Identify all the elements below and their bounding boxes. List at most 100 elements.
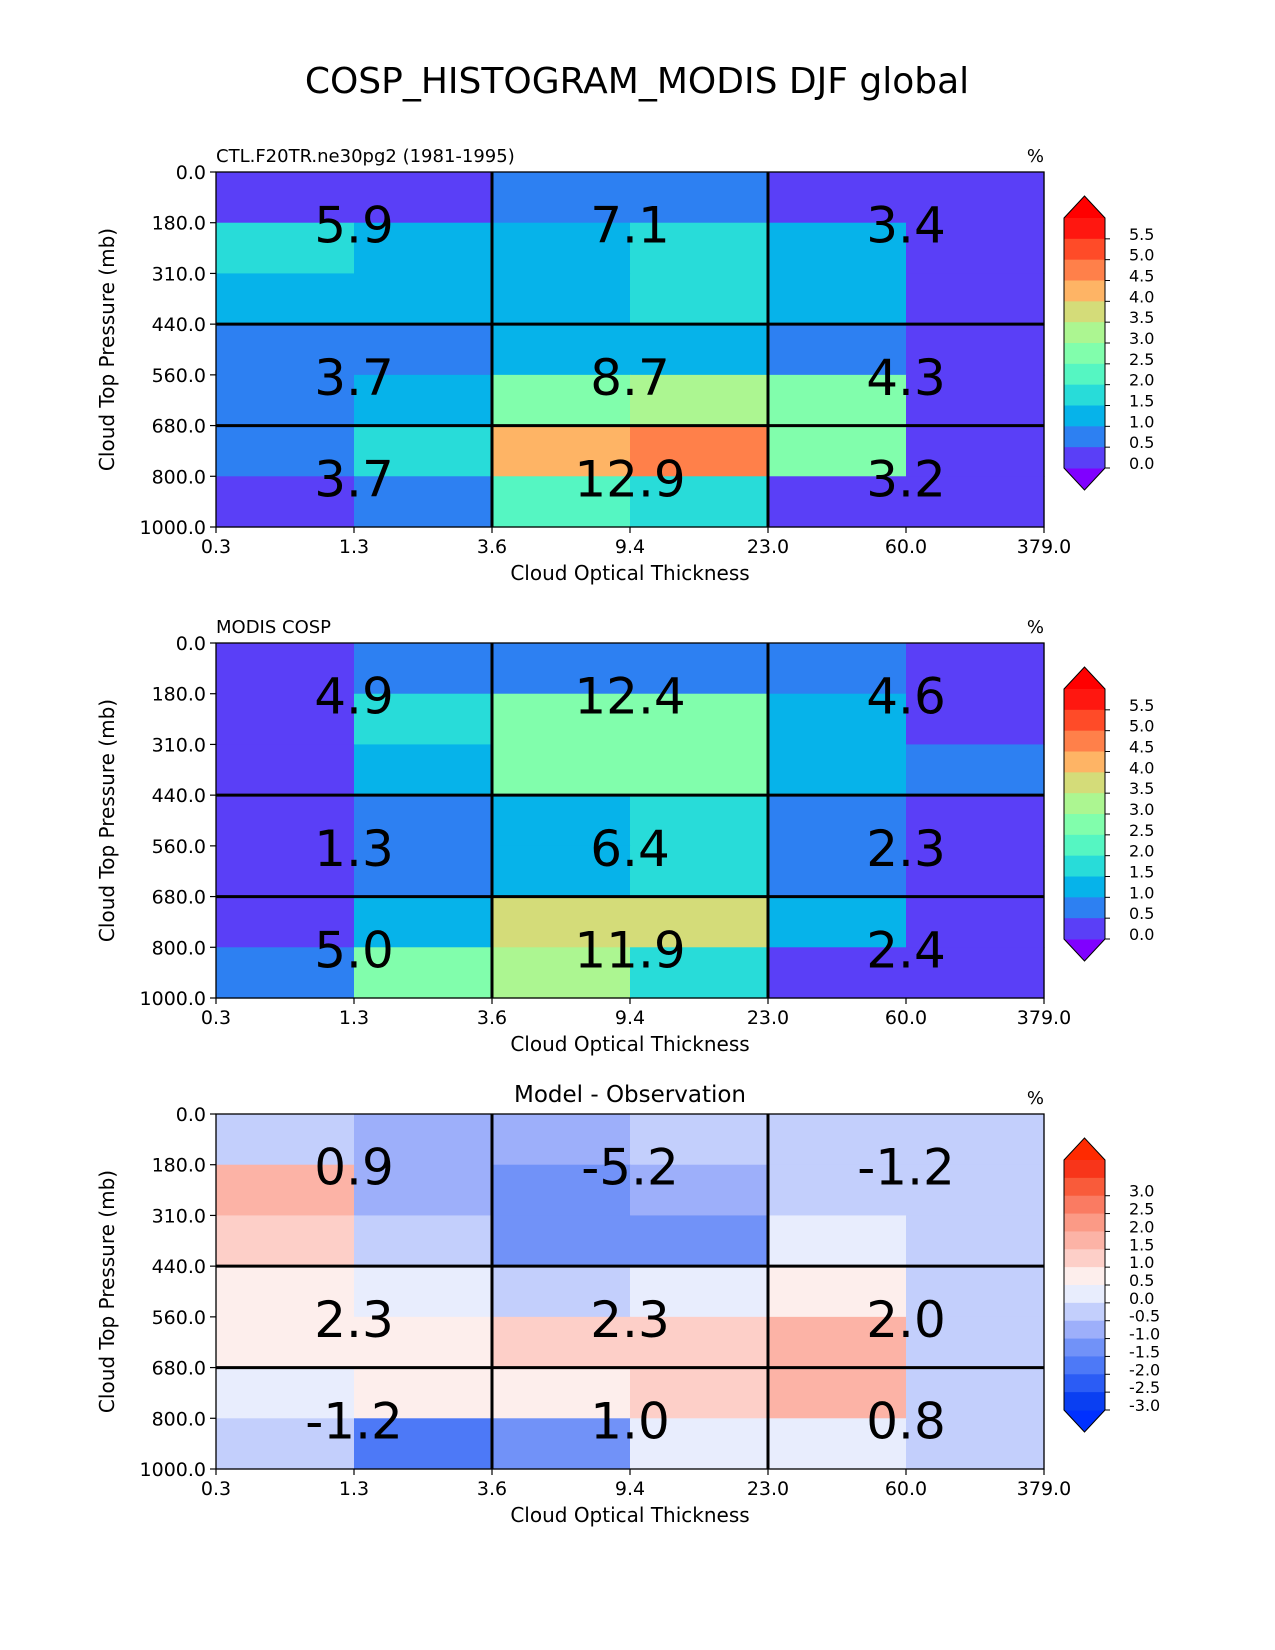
- heatmap-cell: [354, 1164, 493, 1217]
- x-tick-label: 3.6: [477, 536, 507, 558]
- heatmap-cell: [768, 845, 907, 898]
- heatmap-cell: [630, 845, 769, 898]
- heatmap-cell: [354, 643, 493, 695]
- heatmap-cell: [354, 273, 493, 325]
- colorbar-tick-label: 5.5: [1129, 225, 1154, 244]
- panel-2: MODIS COSP % 0.3 1.3 3.6 9.4 23.0 60.0 379.0 0.0 1…: [95, 617, 1154, 1056]
- heatmap-cell: [492, 795, 631, 847]
- heatmap-cell: [216, 324, 355, 376]
- colorbar-segment: [1064, 259, 1105, 281]
- heatmap-cell: [768, 643, 907, 695]
- x-tick-label: 1.3: [339, 536, 369, 558]
- x-tick-label: 60.0: [885, 1007, 927, 1029]
- heatmap-cell: [906, 1418, 1045, 1470]
- group-value-label: 2.4: [866, 921, 946, 979]
- colorbar-segment: [1064, 1285, 1105, 1304]
- colorbar-segment: [1064, 301, 1105, 323]
- group-value-label: 12.9: [574, 450, 685, 508]
- heatmap-cell: [906, 947, 1045, 999]
- colorbar-tick-label: 4.0: [1129, 758, 1154, 777]
- x-axis-label: Cloud Optical Thickness: [510, 1503, 749, 1527]
- colorbar-segment: [1064, 689, 1105, 711]
- x-tick-label: 379.0: [1017, 1478, 1071, 1500]
- heatmap-cell: [354, 1215, 493, 1267]
- colorbar-segment: [1064, 834, 1105, 857]
- heatmap-cell: [906, 374, 1045, 427]
- heatmap-cell: [492, 374, 631, 427]
- y-tick-label: 680.0: [152, 416, 206, 438]
- y-tick-label: 0.0: [176, 633, 206, 655]
- colorbar-segment: [1064, 238, 1105, 261]
- y-tick-label: 560.0: [152, 365, 206, 387]
- y-tick-label: 310.0: [152, 263, 206, 285]
- heatmap-cell: [216, 172, 355, 224]
- y-tick-label: 0.0: [176, 162, 206, 184]
- colorbar-segment: [1064, 426, 1105, 448]
- heatmap-cell: [216, 1367, 355, 1419]
- colorbar-tick-label: 1.5: [1129, 863, 1154, 882]
- colorbar-tick-label: 3.5: [1129, 308, 1154, 327]
- colorbar-segment: [1064, 280, 1105, 302]
- heatmap-cell: [906, 476, 1045, 528]
- heatmap-cell: [906, 425, 1045, 477]
- heatmap-cell: [630, 693, 769, 746]
- heatmap-cell: [354, 1367, 493, 1419]
- group-value-label: 5.9: [314, 197, 394, 255]
- heatmap-cell: [216, 643, 355, 695]
- heatmap-cell: [906, 1164, 1045, 1217]
- colorbar-under-extension: [1064, 468, 1105, 490]
- group-value-label: 1.0: [590, 1392, 670, 1450]
- panel-center-title: Model - Observation: [514, 1082, 746, 1108]
- y-tick-label: 1000.0: [140, 988, 206, 1010]
- y-axis-label: Cloud Top Pressure (mb): [95, 228, 119, 471]
- y-tick-label: 1000.0: [140, 517, 206, 539]
- group-value-label: 8.7: [590, 349, 670, 407]
- y-axis-label: Cloud Top Pressure (mb): [95, 1170, 119, 1413]
- colorbar: 5.5 5.0 4.54.0 3.5 3.0 2.5 2.0 1.51.0 0.5 0.0: [1063, 195, 1154, 491]
- heatmap-cell: [768, 795, 907, 847]
- group-value-label: 3.2: [866, 450, 946, 508]
- x-tick-label: 3.6: [477, 1478, 507, 1500]
- colorbar-segment: [1064, 1302, 1105, 1322]
- heatmap-cell: [354, 795, 493, 847]
- colorbar-segment: [1064, 1392, 1105, 1411]
- colorbar-segment: [1064, 730, 1105, 752]
- panel-3: Model - Observation % 0.3 1.3 3.6 9.4 23.0 60.0…: [95, 1082, 1160, 1527]
- colorbar-segment: [1064, 1231, 1105, 1250]
- heatmap-cell: [354, 1418, 493, 1470]
- x-tick-label: 23.0: [747, 1478, 789, 1500]
- heatmap-cell: [216, 1164, 355, 1217]
- heatmap-cell: [216, 693, 355, 746]
- x-tick-label: 0.3: [201, 1478, 231, 1500]
- colorbar-segment: [1064, 1356, 1105, 1375]
- colorbar-segment: [1064, 1249, 1105, 1268]
- heatmap-cell: [768, 1164, 907, 1217]
- colorbar-tick-label: 5.0: [1129, 717, 1154, 736]
- x-tick-label: 9.4: [615, 536, 645, 558]
- heatmap-cell: [630, 374, 769, 427]
- panel-left-title: CTL.F20TR.ne30pg2 (1981-1995): [216, 146, 515, 167]
- heatmap-cell: [492, 845, 631, 898]
- heatmap-cell: [906, 845, 1045, 898]
- heatmap-cell: [630, 476, 769, 528]
- colorbar-segment: [1064, 1267, 1105, 1286]
- y-tick-label: 560.0: [152, 836, 206, 858]
- colorbar-segment: [1064, 814, 1105, 836]
- group-value-label: 6.4: [590, 820, 670, 878]
- y-axis-label: Cloud Top Pressure (mb): [95, 699, 119, 942]
- colorbar-tick-label: 0.0: [1129, 925, 1154, 944]
- heatmap-cell: [354, 1266, 493, 1318]
- colorbar-segment: [1064, 918, 1105, 940]
- colorbar-tick-label: 2.5: [1129, 350, 1154, 369]
- x-tick-label: 379.0: [1017, 536, 1071, 558]
- colorbar-under-extension: [1064, 939, 1105, 961]
- heatmap-cell: [630, 1418, 769, 1470]
- group-value-label: 4.9: [314, 668, 394, 726]
- panel-left-title: MODIS COSP: [216, 617, 331, 638]
- heatmap-cell: [630, 1164, 769, 1217]
- heatmap-cell: [768, 1215, 907, 1267]
- heatmap-cell: [492, 172, 631, 224]
- heatmap-cell: [906, 1367, 1045, 1419]
- colorbar-tick-label: 3.0: [1129, 329, 1154, 348]
- heatmap-cell: [906, 324, 1045, 376]
